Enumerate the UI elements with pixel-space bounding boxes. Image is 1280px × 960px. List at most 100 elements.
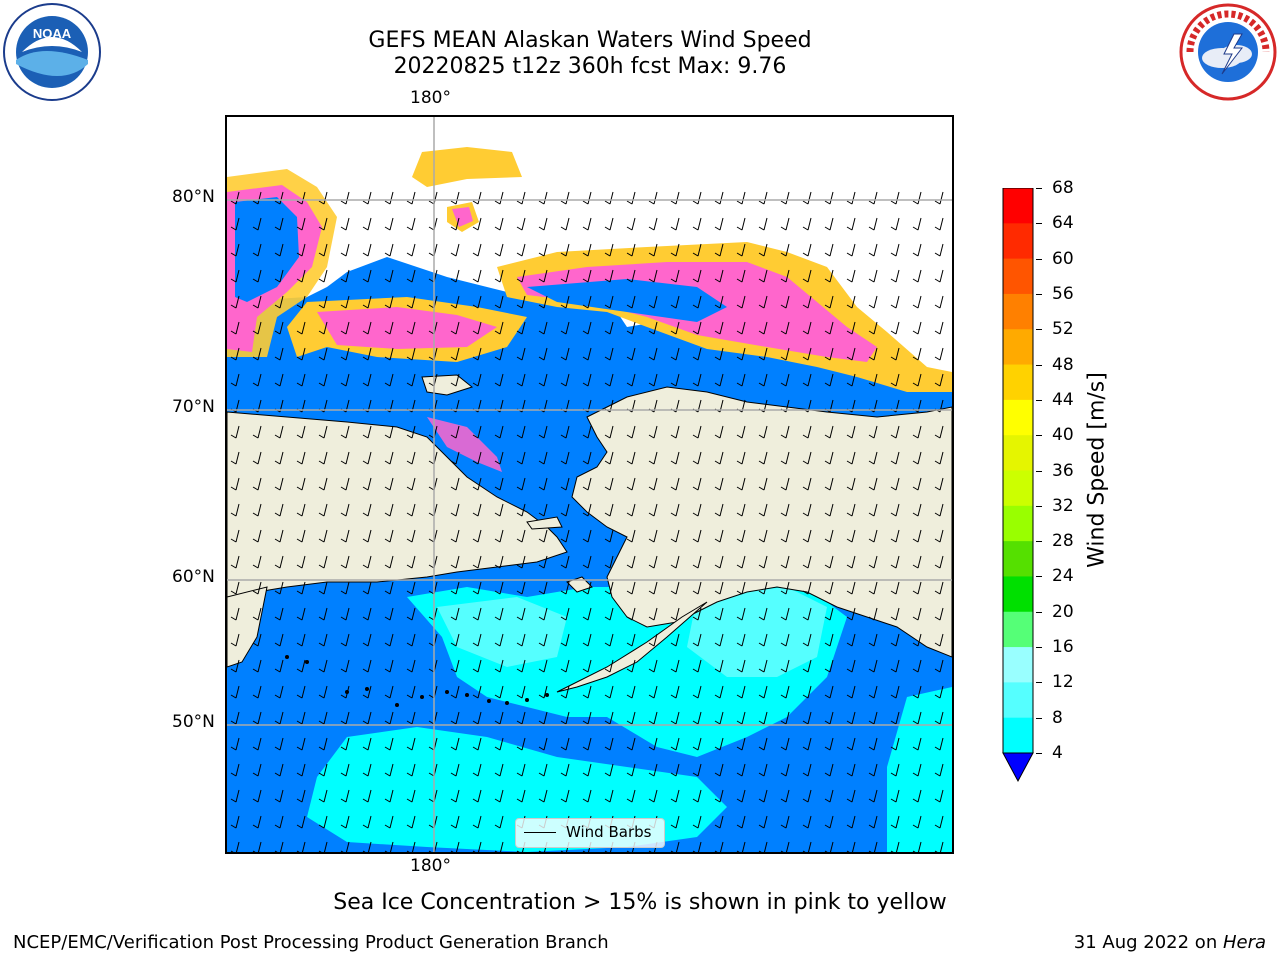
wind-barb	[846, 373, 856, 387]
wind-barb	[538, 529, 548, 543]
wind-barb	[494, 269, 504, 283]
wind-barb	[318, 841, 328, 852]
wind-barb	[714, 607, 724, 621]
wind-barb	[692, 659, 702, 673]
wind-barb	[406, 789, 416, 803]
wind-barb	[384, 581, 394, 595]
wind-barb	[802, 503, 812, 517]
wind-barb	[824, 451, 834, 465]
wind-barb	[516, 425, 526, 439]
wind-barb	[494, 555, 504, 569]
wind-barb	[736, 555, 746, 569]
wind-barb	[230, 815, 240, 829]
wind-barb	[934, 581, 944, 595]
wind-barb	[736, 191, 746, 205]
wind-barb	[802, 737, 812, 751]
wind-barb	[912, 815, 922, 829]
wind-barb	[802, 841, 812, 852]
wind-barb	[648, 529, 658, 543]
wind-barb	[846, 269, 856, 283]
wind-barb	[846, 815, 856, 829]
wind-barb	[648, 191, 658, 205]
wind-barb	[560, 347, 570, 361]
wind-barb	[362, 243, 372, 257]
wind-barb	[516, 503, 526, 517]
wind-barb	[516, 659, 526, 673]
map-title: GEFS MEAN Alaskan Waters Wind Speed	[368, 28, 812, 53]
wind-barb	[494, 815, 504, 829]
wind-barb	[450, 269, 460, 283]
wind-barb	[802, 763, 812, 777]
wind-barb	[692, 243, 702, 257]
wind-barb	[670, 321, 680, 335]
wind-barb	[274, 815, 284, 829]
wind-barb	[494, 841, 504, 852]
wind-barb	[582, 737, 592, 751]
wind-barb	[670, 633, 680, 647]
wind-barb	[406, 685, 416, 699]
wind-barb	[472, 347, 482, 361]
wind-barb	[406, 243, 416, 257]
wind-barb	[384, 243, 394, 257]
wind-barb	[868, 191, 878, 205]
wind-barb	[318, 425, 328, 439]
wind-barb	[604, 451, 614, 465]
wind-barb	[736, 581, 746, 595]
wind-barb	[780, 841, 790, 852]
wind-barb	[252, 841, 262, 852]
wind-barb	[736, 763, 746, 777]
wind-barb	[582, 763, 592, 777]
wind-barb	[340, 529, 350, 543]
wind-barb	[384, 841, 394, 852]
wind-barb	[670, 373, 680, 387]
wind-barb	[648, 373, 658, 387]
wind-barb	[648, 763, 658, 777]
wind-barb	[406, 269, 416, 283]
colorbar-swatch	[1003, 505, 1033, 542]
wind-barb	[296, 633, 306, 647]
wind-barb	[362, 815, 372, 829]
wind-barb	[934, 763, 944, 777]
wind-barb	[604, 685, 614, 699]
wind-barb	[890, 295, 900, 309]
wind-barb	[274, 347, 284, 361]
wind-barb	[714, 477, 724, 491]
wind-barb	[648, 217, 658, 231]
wind-barb	[494, 425, 504, 439]
wind-barb	[692, 555, 702, 569]
wind-barb	[912, 243, 922, 257]
wind-barb	[384, 529, 394, 543]
wind-barb	[714, 451, 724, 465]
wind-barb	[472, 321, 482, 335]
footer-credit: NCEP/EMC/Verification Post Processing Pr…	[13, 932, 609, 953]
map-panel	[225, 115, 954, 854]
wind-barb	[230, 295, 240, 309]
wind-barb	[296, 503, 306, 517]
wind-barb	[714, 373, 724, 387]
wind-barb	[714, 659, 724, 673]
wind-barb	[450, 425, 460, 439]
wind-barb	[846, 789, 856, 803]
wind-barb	[890, 217, 900, 231]
wind-barb	[450, 191, 460, 205]
wind-barb	[582, 581, 592, 595]
wind-barb	[494, 633, 504, 647]
wind-barb	[230, 243, 240, 257]
wind-barb	[384, 815, 394, 829]
wind-barb	[626, 373, 636, 387]
wind-barb	[736, 841, 746, 852]
wind-barb	[670, 841, 680, 852]
wind-barb	[604, 711, 614, 725]
wind-barb	[560, 243, 570, 257]
wind-barb	[736, 477, 746, 491]
colorbar-tick-label: 24	[1052, 566, 1074, 587]
wind-barb	[318, 607, 328, 621]
wind-barb	[758, 841, 768, 852]
wind-barb	[516, 477, 526, 491]
wind-barb	[296, 685, 306, 699]
wind-barb	[934, 295, 944, 309]
wind-barb	[340, 633, 350, 647]
colorbar-tick-label: 44	[1052, 389, 1074, 410]
wind-barb	[384, 555, 394, 569]
wind-barb	[846, 763, 856, 777]
